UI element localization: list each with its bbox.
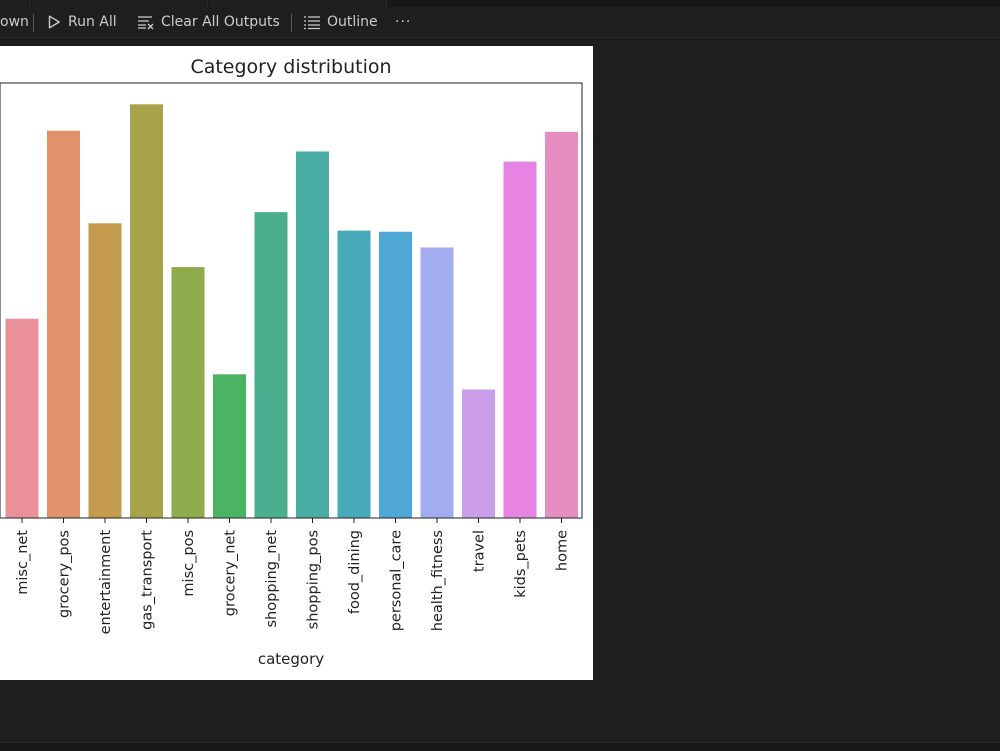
x-tick-label: kids_pets [513, 530, 529, 598]
bar-shopping_net [254, 212, 288, 518]
play-icon [48, 15, 60, 29]
x-tick-label: health_fitness [430, 530, 446, 631]
run-all-button[interactable]: Run All [46, 7, 117, 38]
bar-grocery_pos [47, 130, 80, 518]
tab-strip [0, 0, 1000, 7]
status-bar [0, 742, 1000, 751]
bar-shopping_pos [296, 151, 329, 518]
x-tick-label: grocery_pos [57, 530, 73, 618]
tab[interactable] [32, 0, 208, 7]
plot-frame [0, 82, 583, 519]
x-tick-label: misc_net [15, 530, 31, 595]
bar-chart: Category distribution misc_net grocery_po… [0, 56, 583, 668]
x-tick-label: entertainment [98, 530, 114, 635]
toolbar-separator [33, 14, 34, 32]
x-tick-label: food_dining [347, 530, 363, 614]
bar-home [545, 131, 578, 518]
x-tick-label: shopping_net [264, 530, 280, 628]
x-tick-label: travel [472, 530, 488, 572]
list-icon [304, 16, 320, 30]
bar-food_dining [337, 230, 371, 518]
bar-gas_transport [130, 104, 163, 518]
x-tick-label: personal_care [389, 530, 405, 631]
x-tick-label: shopping_pos [306, 530, 322, 629]
tab[interactable] [209, 0, 387, 7]
clear-all-icon [138, 16, 154, 30]
x-tick-label: home [555, 530, 571, 571]
bar-misc_net [5, 318, 39, 518]
notebook-toolbar: own Run All Clear All Outputs Outline ··… [0, 7, 1000, 38]
x-tick-label: misc_pos [181, 530, 197, 597]
tab[interactable] [0, 0, 31, 7]
outline-button[interactable]: Outline [303, 7, 378, 38]
run-all-label: Run All [68, 14, 117, 30]
markdown-button[interactable]: own [0, 14, 29, 30]
bar-health_fitness [420, 247, 454, 518]
x-tick-label: gas_transport [140, 530, 156, 630]
bar-kids_pets [503, 161, 537, 519]
bar-misc_pos [171, 267, 205, 518]
chart-title: Category distribution [190, 56, 391, 78]
bar-grocery_net [213, 374, 246, 518]
bar-travel [462, 389, 495, 518]
clear-all-outputs-label: Clear All Outputs [161, 14, 280, 30]
toolbar-separator [291, 14, 292, 32]
outline-label: Outline [327, 14, 378, 30]
bar-personal_care [379, 231, 412, 518]
clear-all-outputs-button[interactable]: Clear All Outputs [137, 7, 280, 38]
x-axis-label: category [258, 650, 324, 668]
more-actions-button[interactable]: ··· [395, 14, 412, 30]
cell-output: Category distribution misc_net grocery_po… [0, 46, 593, 680]
x-tick-label: grocery_net [223, 530, 239, 617]
bar-entertainment [88, 223, 122, 519]
